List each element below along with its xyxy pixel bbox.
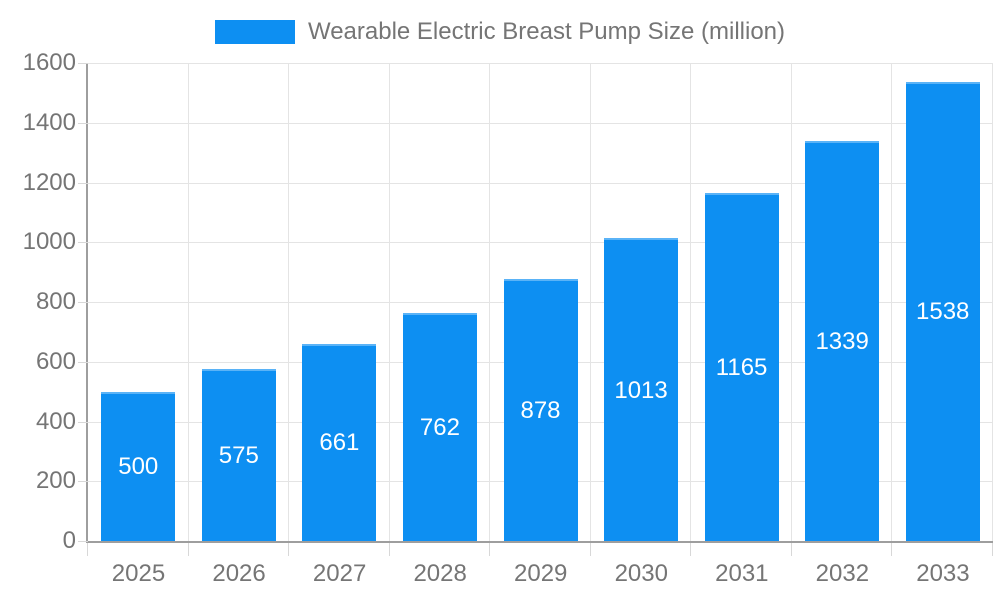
y-tick-1400 <box>78 122 88 124</box>
h-gridline-1200 <box>88 182 993 184</box>
bar-2032[interactable]: 1339 <box>805 140 880 541</box>
y-tick-200 <box>78 481 88 483</box>
bar-2027[interactable]: 661 <box>302 343 377 541</box>
h-gridline-1400 <box>88 122 993 124</box>
x-tick-9 <box>992 543 993 556</box>
y-tick-label-600: 600 <box>35 347 76 375</box>
x-tick-5 <box>589 543 591 556</box>
x-tick-8 <box>891 543 893 556</box>
legend-label: Wearable Electric Breast Pump Size (mill… <box>307 18 786 45</box>
bar-value-label-2025: 500 <box>118 453 159 481</box>
legend-swatch <box>214 20 295 44</box>
h-gridline-1600 <box>88 63 993 64</box>
x-tick-label-2029: 2029 <box>514 560 568 587</box>
x-tick-label-2025: 2025 <box>111 560 166 587</box>
v-gridline-1 <box>187 63 189 541</box>
y-tick-1000 <box>78 242 88 244</box>
legend[interactable]: Wearable Electric Breast Pump Size (mill… <box>0 18 1000 46</box>
h-gridline-1000 <box>88 242 993 244</box>
bar-2033[interactable]: 1538 <box>905 81 980 541</box>
y-tick-0 <box>78 541 88 542</box>
x-tick-label-2032: 2032 <box>815 560 870 587</box>
y-tick-800 <box>78 302 88 303</box>
x-tick-3 <box>388 543 390 556</box>
v-gridline-7 <box>790 63 792 541</box>
x-tick-label-2030: 2030 <box>614 560 668 587</box>
x-tick-label-2033: 2033 <box>916 560 970 587</box>
v-gridline-4 <box>489 63 491 541</box>
bar-value-label-2028: 762 <box>419 414 460 442</box>
x-tick-4 <box>489 543 491 556</box>
x-tick-label-2028: 2028 <box>413 560 467 587</box>
y-tick-1200 <box>78 182 88 184</box>
y-tick-label-800: 800 <box>35 288 76 315</box>
y-tick-label-400: 400 <box>35 407 76 435</box>
x-tick-6 <box>690 543 692 556</box>
bar-value-label-2030: 1013 <box>614 376 668 404</box>
bar-value-label-2032: 1339 <box>815 327 869 355</box>
v-gridline-8 <box>891 63 893 541</box>
x-tick-label-2031: 2031 <box>715 560 769 587</box>
v-gridline-9 <box>992 63 993 541</box>
y-tick-600 <box>78 361 88 363</box>
bar-2031[interactable]: 1165 <box>704 192 779 541</box>
bar-2028[interactable]: 762 <box>402 313 477 541</box>
y-axis-line <box>86 63 88 543</box>
bar-2026[interactable]: 575 <box>201 369 276 541</box>
x-axis-line <box>86 541 993 543</box>
bar-2029[interactable]: 878 <box>503 278 578 541</box>
bar-value-label-2026: 575 <box>218 442 259 470</box>
y-tick-label-1400: 1400 <box>22 108 76 136</box>
y-tick-1600 <box>78 63 88 64</box>
y-tick-label-1600: 1600 <box>22 49 76 76</box>
v-gridline-2 <box>288 63 290 541</box>
y-tick-label-200: 200 <box>35 467 76 495</box>
y-tick-label-0: 0 <box>62 527 76 554</box>
x-tick-label-2027: 2027 <box>312 560 367 587</box>
x-tick-7 <box>790 543 792 556</box>
bar-2030[interactable]: 1013 <box>604 238 679 541</box>
bar-value-label-2027: 661 <box>319 429 360 457</box>
v-gridline-5 <box>589 63 591 541</box>
x-tick-label-2026: 2026 <box>212 560 266 587</box>
y-tick-label-1000: 1000 <box>22 228 76 256</box>
v-gridline-3 <box>388 63 390 541</box>
bar-value-label-2031: 1165 <box>715 353 768 381</box>
bar-2025[interactable]: 500 <box>101 391 176 541</box>
y-tick-400 <box>78 421 88 423</box>
bar-value-label-2033: 1538 <box>916 298 970 326</box>
x-tick-2 <box>288 543 290 556</box>
y-tick-label-1200: 1200 <box>22 168 76 196</box>
x-tick-0 <box>87 543 88 556</box>
x-tick-1 <box>187 543 189 556</box>
v-gridline-6 <box>690 63 692 541</box>
bar-value-label-2029: 878 <box>520 396 561 424</box>
